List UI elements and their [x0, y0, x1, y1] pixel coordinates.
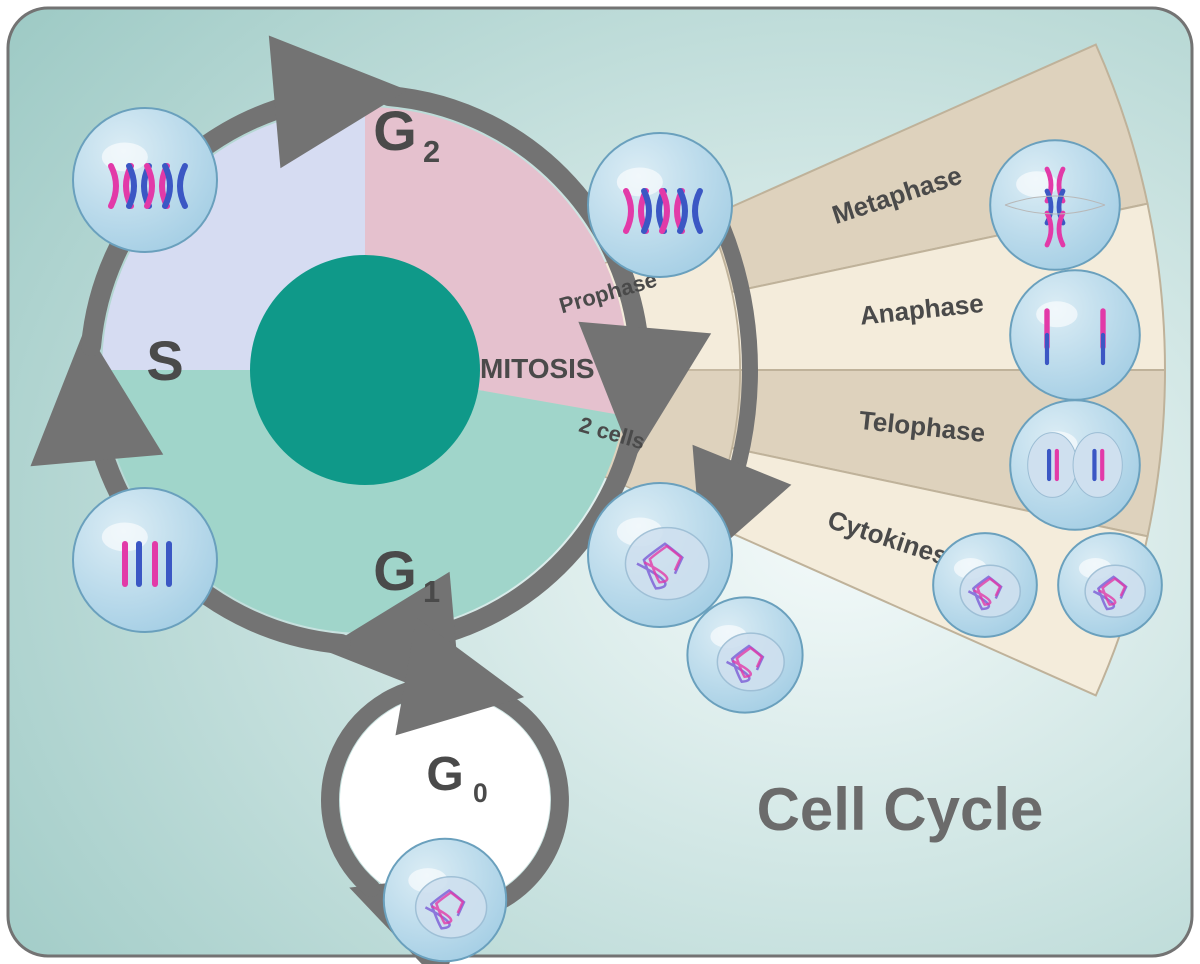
diagram-title: Cell Cycle [757, 776, 1044, 843]
svg-text:0: 0 [473, 778, 488, 808]
cell-two-daughter [687, 597, 802, 712]
interphase-circle [250, 255, 480, 485]
cell-g2-start [73, 108, 217, 252]
cell-cytokinesis-b [1058, 533, 1162, 637]
mitosis-label: MITOSIS [480, 353, 595, 384]
cell-cytokinesis-a [933, 533, 1037, 637]
svg-text:2: 2 [423, 134, 440, 169]
svg-text:G: G [373, 539, 417, 602]
cell-metaphase [990, 140, 1120, 270]
label-s: S [146, 329, 183, 392]
cell-g0 [384, 839, 506, 961]
svg-text:G: G [426, 748, 463, 801]
svg-text:S: S [146, 329, 183, 392]
cell-g2-end [588, 133, 732, 277]
svg-text:1: 1 [423, 574, 440, 609]
cell-telophase [1010, 400, 1140, 530]
cell-anaphase [1010, 270, 1140, 400]
cell-s [73, 488, 217, 632]
interphase-label: INTERPHASE [0, 0, 188, 6]
svg-text:G: G [373, 99, 417, 162]
cell-g1 [588, 483, 732, 627]
